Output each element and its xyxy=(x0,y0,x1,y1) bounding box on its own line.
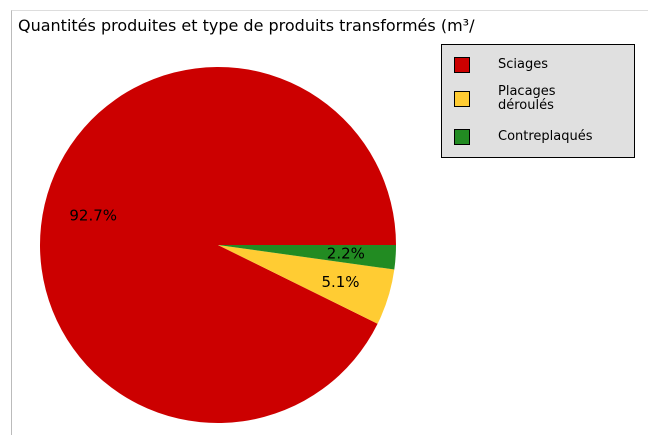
pie-slice xyxy=(218,245,395,324)
pie-slice xyxy=(40,67,397,424)
slice-label: 2.2% xyxy=(327,244,365,262)
legend-item: Contreplaqués xyxy=(454,129,593,145)
legend-label: Placages déroulés xyxy=(498,84,556,113)
legend: Sciages Placages déroulés Contreplaqués xyxy=(441,44,635,158)
legend-swatch xyxy=(454,91,470,107)
legend-label: Sciages xyxy=(498,57,549,72)
legend-item: Sciages xyxy=(454,57,578,73)
legend-label: Contreplaqués xyxy=(498,129,593,144)
legend-item: Placages déroulés xyxy=(454,85,578,113)
legend-swatch xyxy=(454,129,470,145)
chart-title: Quantités produites et type de produits … xyxy=(18,16,475,35)
slice-label: 5.1% xyxy=(321,273,359,291)
legend-swatch xyxy=(454,57,470,73)
slice-label: 92.7% xyxy=(69,206,117,224)
frame xyxy=(11,10,648,435)
pie-slice xyxy=(218,245,396,270)
